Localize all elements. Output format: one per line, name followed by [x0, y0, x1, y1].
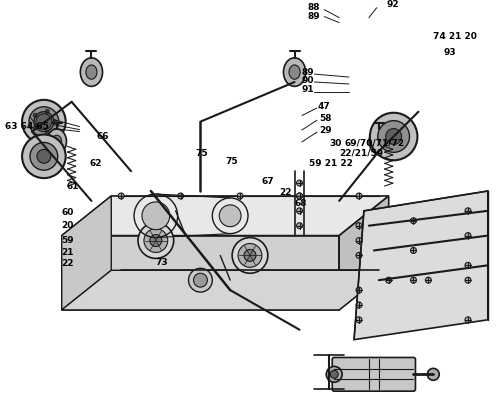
Circle shape [465, 208, 471, 214]
Circle shape [411, 218, 417, 224]
Text: 89: 89 [302, 67, 314, 76]
Text: 22: 22 [62, 259, 74, 268]
Circle shape [238, 243, 262, 267]
Circle shape [465, 262, 471, 268]
Circle shape [378, 121, 410, 153]
Ellipse shape [47, 129, 66, 154]
Circle shape [45, 109, 49, 113]
Text: 73: 73 [156, 258, 169, 267]
Circle shape [30, 142, 58, 170]
Polygon shape [62, 196, 111, 310]
Circle shape [144, 229, 168, 252]
FancyBboxPatch shape [332, 357, 416, 391]
Polygon shape [354, 191, 488, 339]
Text: 22/21/59: 22/21/59 [339, 149, 383, 158]
Text: 47: 47 [317, 102, 330, 111]
Circle shape [356, 238, 362, 243]
Circle shape [45, 130, 49, 134]
Circle shape [297, 180, 303, 186]
Circle shape [356, 193, 362, 199]
Circle shape [29, 107, 59, 137]
Circle shape [356, 252, 362, 258]
Circle shape [232, 238, 268, 273]
Text: 58: 58 [319, 114, 332, 123]
Ellipse shape [374, 135, 383, 148]
Circle shape [33, 126, 37, 130]
Circle shape [411, 247, 417, 254]
Text: 21: 21 [62, 248, 74, 257]
Circle shape [411, 277, 417, 283]
Circle shape [356, 302, 362, 308]
Circle shape [356, 223, 362, 229]
Circle shape [150, 235, 162, 247]
Ellipse shape [80, 58, 103, 86]
Circle shape [426, 277, 432, 283]
Text: 74 21 20: 74 21 20 [434, 32, 477, 41]
Text: 66: 66 [96, 132, 109, 141]
Circle shape [142, 202, 170, 229]
Circle shape [193, 273, 207, 287]
Polygon shape [339, 196, 389, 310]
Text: 75: 75 [195, 149, 208, 158]
Text: 59 21 22: 59 21 22 [310, 159, 353, 168]
Circle shape [297, 223, 303, 229]
Ellipse shape [284, 58, 306, 86]
Polygon shape [62, 270, 389, 310]
Circle shape [178, 193, 184, 199]
Text: 89: 89 [308, 12, 320, 21]
Circle shape [37, 149, 51, 163]
Circle shape [326, 366, 342, 382]
Text: 75: 75 [225, 157, 238, 166]
Ellipse shape [289, 65, 300, 79]
Text: 67: 67 [262, 177, 274, 186]
Text: 60: 60 [62, 208, 74, 217]
Circle shape [297, 193, 303, 199]
Circle shape [370, 113, 418, 160]
Text: 59: 59 [62, 236, 74, 245]
Ellipse shape [52, 135, 62, 148]
Circle shape [465, 277, 471, 283]
Text: 92: 92 [387, 0, 399, 9]
Text: 63 64 65: 63 64 65 [5, 122, 49, 131]
Circle shape [22, 135, 65, 178]
Text: 29: 29 [319, 126, 332, 135]
Text: 20: 20 [62, 221, 74, 230]
Circle shape [219, 205, 241, 227]
Circle shape [297, 193, 303, 199]
Circle shape [237, 193, 243, 199]
Circle shape [36, 114, 52, 130]
Text: 62: 62 [89, 159, 102, 168]
Circle shape [356, 287, 362, 293]
Circle shape [465, 233, 471, 238]
Text: 30: 30 [329, 139, 342, 148]
Text: 68: 68 [295, 200, 307, 209]
Circle shape [330, 371, 338, 378]
Circle shape [244, 249, 256, 261]
Text: 69/70/71/72: 69/70/71/72 [344, 139, 404, 148]
Circle shape [22, 100, 65, 144]
Circle shape [428, 369, 439, 380]
Circle shape [297, 208, 303, 214]
Circle shape [33, 113, 37, 117]
Circle shape [465, 317, 471, 323]
Text: 91: 91 [302, 85, 314, 94]
Polygon shape [62, 196, 389, 236]
Circle shape [386, 277, 392, 283]
Text: 90: 90 [302, 76, 314, 85]
Text: 61: 61 [66, 182, 79, 191]
Circle shape [53, 120, 57, 124]
Polygon shape [62, 236, 339, 310]
Circle shape [386, 128, 402, 144]
Text: 22: 22 [280, 189, 292, 198]
Circle shape [118, 193, 124, 199]
Ellipse shape [369, 129, 388, 154]
Text: 93: 93 [443, 48, 456, 57]
Circle shape [356, 317, 362, 323]
Circle shape [138, 223, 174, 258]
Text: 88: 88 [308, 3, 320, 12]
Circle shape [188, 268, 212, 292]
Ellipse shape [86, 65, 97, 79]
